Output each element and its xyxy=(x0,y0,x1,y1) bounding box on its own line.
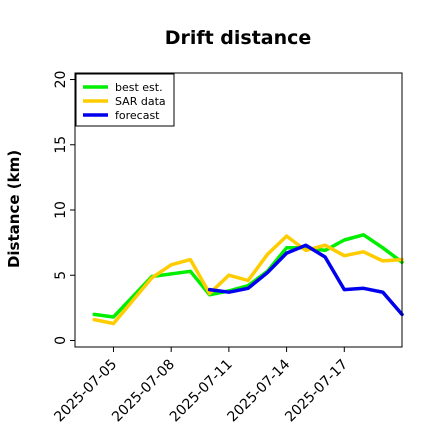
y-tick-label: 15 xyxy=(53,136,69,154)
plot-lines xyxy=(92,233,404,326)
legend-entry: forecast xyxy=(115,109,160,122)
series-line-best-est xyxy=(92,233,404,319)
legend-entry: SAR data xyxy=(115,95,166,108)
y-tick-label: 20 xyxy=(53,71,69,89)
chart-title: Drift distance xyxy=(165,27,312,49)
x-tick-label: 2025-07-17 xyxy=(282,357,351,426)
legend-entry: best est. xyxy=(115,81,163,94)
x-axis-ticks: 2025-07-052025-07-082025-07-112025-07-14… xyxy=(51,347,351,425)
y-tick-label: 5 xyxy=(53,271,69,280)
y-axis-ticks: 0 5 10 15 20 xyxy=(53,71,75,345)
y-tick-label: 10 xyxy=(53,201,69,219)
y-axis-label: Distance (km) xyxy=(5,150,23,268)
series-line-sar-data xyxy=(92,234,404,326)
y-tick-label: 0 xyxy=(53,336,69,345)
series-line-forecast xyxy=(207,243,404,317)
